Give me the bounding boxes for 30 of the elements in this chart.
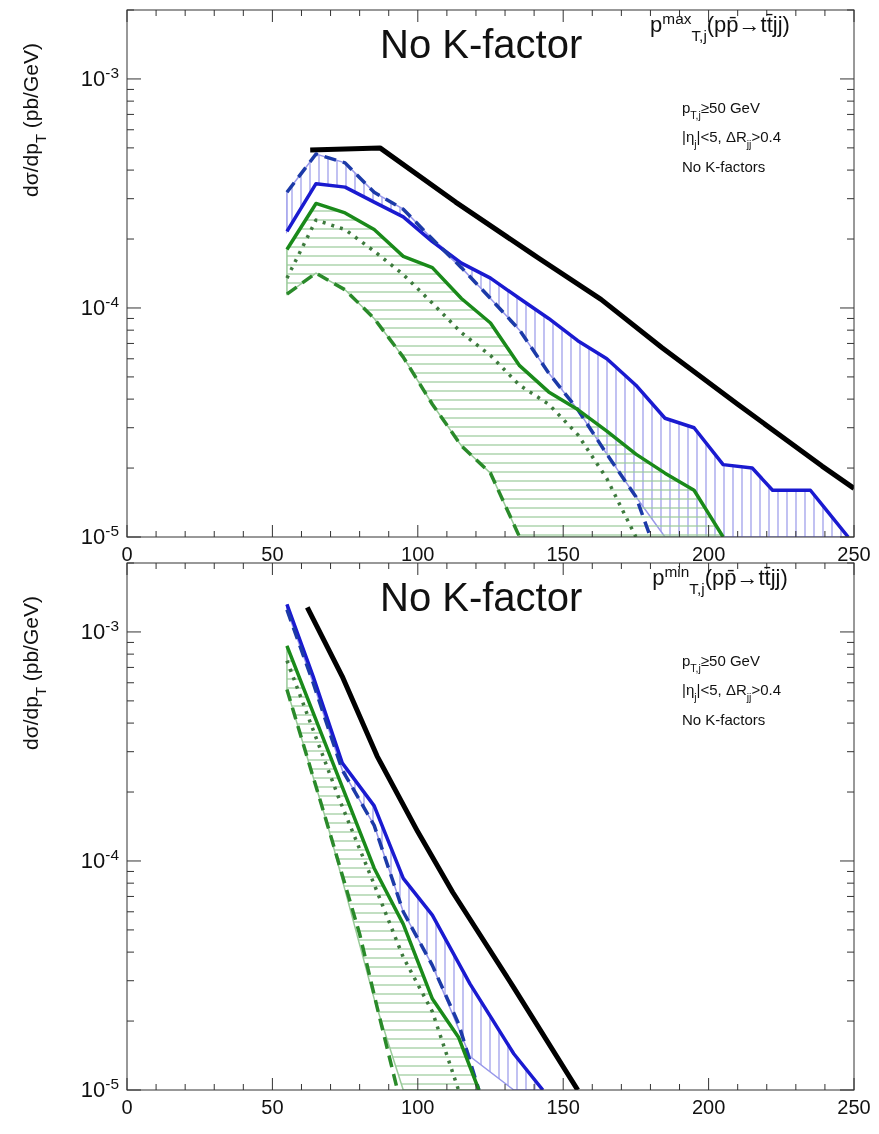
line-series bbox=[285, 271, 522, 537]
chart-title: p$^{max}$$_{T,j}$(pp̄→tt̄jj) bbox=[650, 9, 790, 44]
x-tick-label: 250 bbox=[837, 543, 871, 565]
annotation: |η$_{j}$|<5, ΔR$_{jj}$>0.4 bbox=[682, 128, 782, 150]
line-series bbox=[285, 218, 638, 537]
annotation: p$_{T,j}$≥50 GeV bbox=[682, 652, 760, 674]
x-tick-label: 100 bbox=[401, 1096, 435, 1118]
y-tick-label: 10$^{-3}$ bbox=[80, 63, 119, 91]
x-tick-label: 200 bbox=[691, 543, 726, 565]
x-tick-label: 150 bbox=[546, 543, 580, 565]
chart-title: p$^{min}$$_{T,j}$(pp̄→tt̄jj) bbox=[652, 562, 788, 597]
x-tick-label: 0 bbox=[121, 1096, 133, 1118]
annotation: No K-factor bbox=[380, 22, 583, 66]
x-tick-label: 100 bbox=[401, 543, 435, 565]
x-tick-label: 50 bbox=[261, 1096, 284, 1118]
y-tick-label: 10$^{-4}$ bbox=[80, 845, 120, 873]
y-tick-label: 10$^{-5}$ bbox=[80, 521, 119, 549]
annotation: No K-factor bbox=[380, 575, 583, 619]
x-tick-label: 0 bbox=[121, 543, 133, 565]
annotation: |η$_{j}$|<5, ΔR$_{jj}$>0.4 bbox=[682, 681, 782, 703]
y-tick-label: 10$^{-4}$ bbox=[80, 292, 120, 320]
x-tick-label: 150 bbox=[546, 1096, 580, 1118]
annotation: p$_{T,j}$≥50 GeV bbox=[682, 99, 760, 121]
annotation: No K-factors bbox=[682, 711, 766, 728]
y-tick-label: 10$^{-5}$ bbox=[80, 1074, 119, 1102]
x-tick-label: 200 bbox=[691, 1096, 726, 1118]
y-tick-label: 10$^{-3}$ bbox=[80, 616, 119, 644]
x-tick-label: 50 bbox=[261, 543, 284, 565]
annotation: No K-factors bbox=[682, 158, 766, 175]
x-tick-label: 250 bbox=[837, 1096, 871, 1118]
